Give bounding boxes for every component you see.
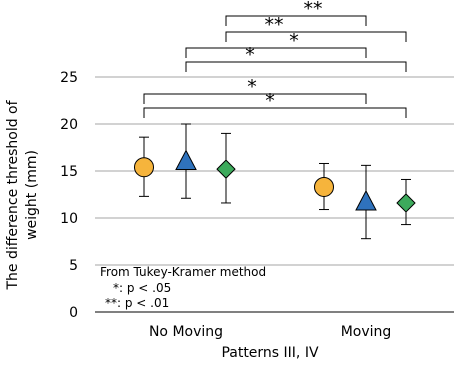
circle-marker <box>134 157 154 178</box>
diamond-marker <box>396 193 416 213</box>
x-tick-label: No Moving <box>149 324 223 340</box>
y-tick-label: 0 <box>69 305 78 321</box>
tukey-note-line-3: **: p < .01 <box>105 296 169 310</box>
significance-marker: * <box>245 44 255 66</box>
y-axis-title: The difference threshold of weight (mm) <box>5 99 40 290</box>
tukey-note-line-1: From Tukey-Kramer method <box>100 265 266 279</box>
diamond-marker <box>216 159 236 179</box>
significance-bracket <box>143 107 407 118</box>
significance-bracket <box>143 93 367 104</box>
significance-marker: * <box>265 90 275 112</box>
y-tick-label: 10 <box>60 211 78 227</box>
significance-bracket <box>225 15 367 26</box>
significance-marker: ** <box>304 0 323 20</box>
circle-marker <box>314 176 334 197</box>
x-tick-label: Moving <box>341 324 392 340</box>
x-axis-title: Patterns III, IV <box>221 345 319 361</box>
tukey-note: From Tukey-Kramer method *: p < .05 **: … <box>100 265 266 310</box>
significance-bracket <box>185 61 407 72</box>
y-tick-label: 5 <box>69 258 78 274</box>
significance-brackets: ******** <box>143 0 407 118</box>
triangle-marker <box>175 149 197 171</box>
y-axis-title-line-1: The difference threshold of <box>5 99 21 290</box>
significance-marker: * <box>247 76 257 98</box>
y-tick-label: 15 <box>60 164 78 180</box>
triangle-marker <box>355 189 377 211</box>
y-tick-label: 25 <box>60 70 78 86</box>
y-axis-title-line-2: weight (mm) <box>24 150 40 240</box>
significance-marker: ** <box>265 14 284 36</box>
tick-labels: 0 5 10 15 20 25 No Moving Moving <box>60 70 391 340</box>
markers <box>134 149 416 213</box>
error-bars <box>139 123 411 240</box>
significance-marker: * <box>289 30 299 52</box>
significance-bracket <box>225 31 407 42</box>
grid-layer <box>95 76 454 313</box>
y-tick-label: 20 <box>60 117 78 133</box>
significance-bracket <box>185 47 367 58</box>
tukey-note-line-2: *: p < .05 <box>113 281 171 295</box>
